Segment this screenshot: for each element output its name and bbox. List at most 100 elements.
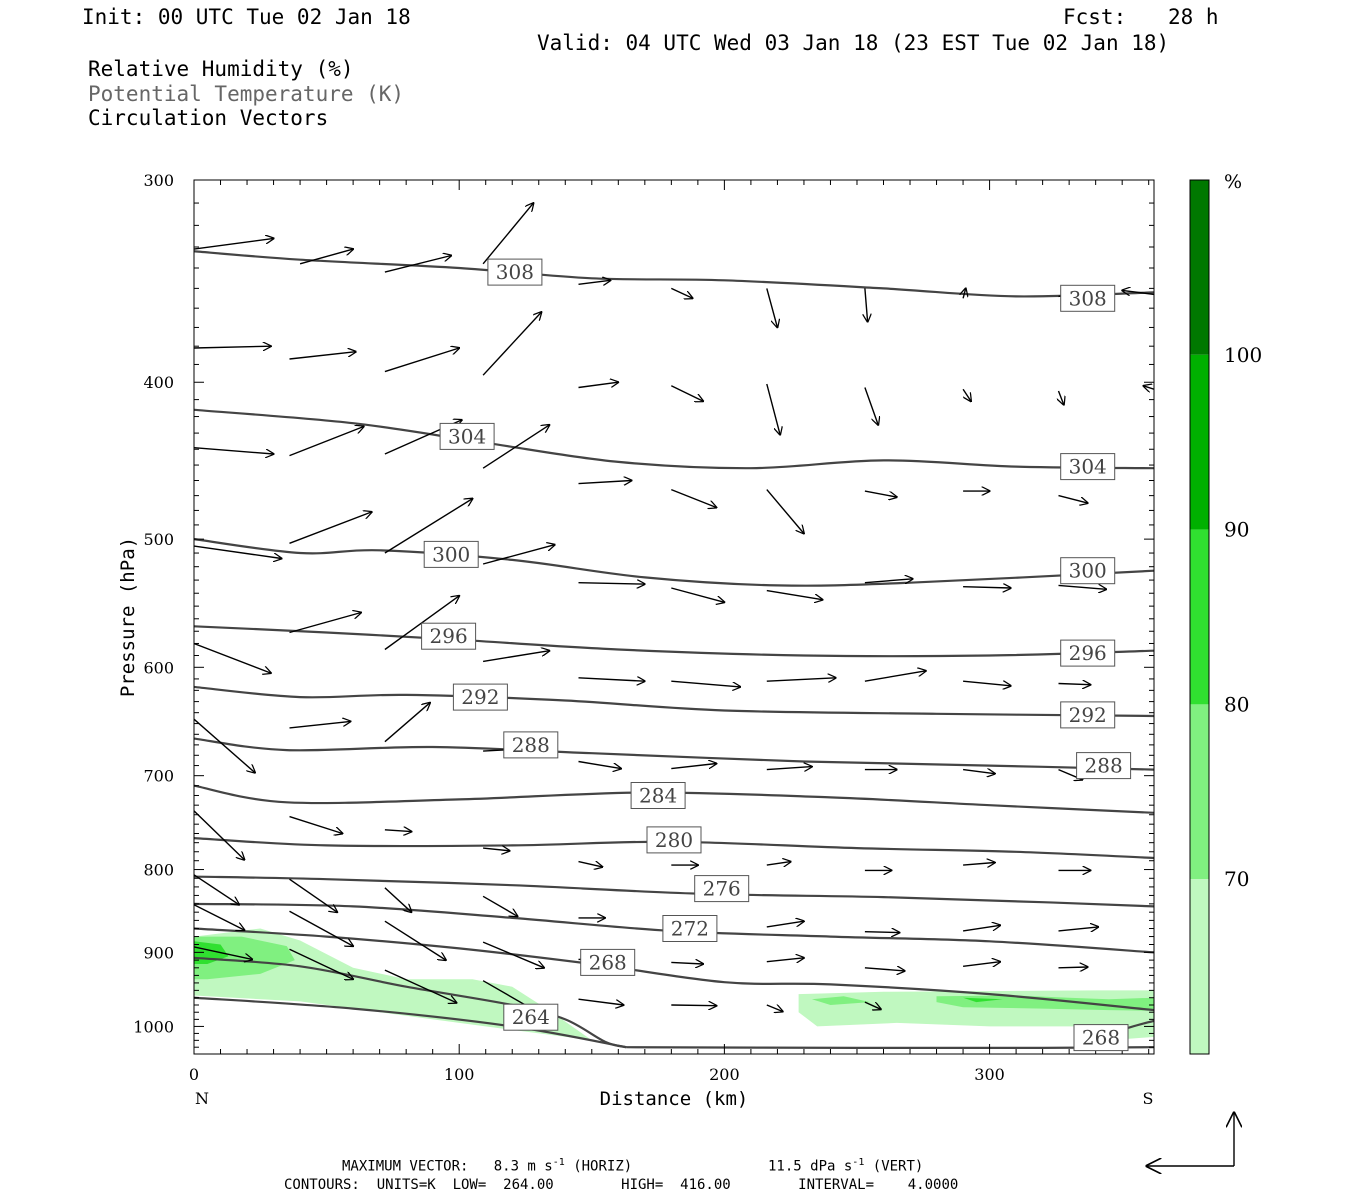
y-tick-label-500: 500 (143, 530, 174, 549)
svg-text:304: 304 (1069, 455, 1107, 479)
vector-22 (194, 447, 274, 454)
x-tick-label-100: 100 (444, 1065, 475, 1084)
vector-1 (299, 249, 353, 265)
x-tick-label-200: 200 (709, 1065, 740, 1084)
contour-label-288-0: 288 (503, 731, 559, 759)
y-axis-label: Pressure (hPa) (117, 537, 139, 697)
vector-3 (482, 203, 533, 265)
vector-73 (289, 878, 338, 912)
vector-96 (578, 998, 624, 1005)
svg-text:300: 300 (1069, 559, 1107, 583)
valid-time: Valid: 04 UTC Wed 03 Jan 18 (23 EST Tue … (537, 31, 1170, 55)
vector-10 (1122, 290, 1154, 294)
x-end-left: N (195, 1089, 209, 1108)
contour-label-296-0: 296 (421, 622, 477, 650)
vector-42 (194, 642, 271, 674)
theta-contour-304 (194, 408, 1154, 470)
y-tick-label-1000: 1000 (133, 1017, 174, 1036)
contour-label-304-1: 304 (1060, 453, 1116, 481)
colorbar-frame (1189, 179, 1210, 1055)
vector-20 (1059, 390, 1064, 405)
svg-text:280: 280 (655, 828, 693, 852)
vector-40 (963, 587, 1011, 588)
x-tick-label-0: 0 (189, 1065, 199, 1084)
rh-region-4 (811, 996, 871, 1005)
footer-contours: CONTOURS: UNITS=K LOW= 264.00 HIGH= 416.… (284, 1177, 959, 1193)
vector-41 (1058, 585, 1107, 589)
theta-contour-288 (194, 737, 1154, 771)
colorbar-unit: % (1224, 171, 1242, 193)
vector-80 (962, 925, 1000, 932)
svg-text:304: 304 (448, 424, 486, 448)
vector-94 (384, 969, 457, 1003)
colorbar-level-70: 70 (1224, 867, 1249, 891)
vector-83 (289, 910, 354, 946)
vector-11 (194, 346, 271, 348)
svg-text:296: 296 (1069, 641, 1107, 665)
colorbar-swatch-2 (1190, 529, 1209, 705)
y-tick-label-600: 600 (143, 658, 174, 677)
svg-text:268: 268 (1082, 1026, 1120, 1050)
x-axis-label: Distance (km) (600, 1088, 749, 1110)
vector-16 (670, 385, 703, 402)
contour-label-308-0: 308 (487, 258, 543, 286)
vector-88 (766, 958, 804, 962)
footer-max-vector: MAXIMUM VECTOR: 8.3 m s-1 (HORIZ) (342, 1157, 633, 1175)
theta-contour-300 (194, 538, 1154, 587)
vector-5 (671, 287, 692, 298)
colorbar: 100 90 80 70 (1189, 179, 1262, 1055)
contour-label-304-0: 304 (439, 422, 495, 450)
x-end-right: S (1143, 1089, 1154, 1108)
vector-82 (194, 904, 244, 930)
vector-36 (578, 583, 645, 584)
colorbar-swatch-3 (1190, 704, 1209, 880)
vector-25 (482, 425, 549, 469)
vector-60 (963, 770, 995, 774)
svg-text:288: 288 (512, 733, 550, 757)
vector-17 (766, 383, 780, 435)
contour-label-264-0: 264 (503, 1003, 559, 1031)
rh-region-6 (963, 997, 1003, 1003)
vector-2 (384, 256, 451, 273)
vector-99 (864, 1001, 881, 1009)
vector-47 (671, 680, 740, 687)
vector-27 (671, 488, 716, 508)
contour-labels: 308 308 304 304 300 300 296 296 292 292 288 288 284 2… (421, 258, 1132, 1052)
svg-text:288: 288 (1085, 754, 1123, 778)
svg-text:268: 268 (589, 950, 627, 974)
contour-label-268-right: 268 (1073, 1024, 1129, 1052)
vector-15 (578, 382, 619, 389)
vector-18 (864, 387, 878, 425)
contour-label-300-1: 300 (1060, 557, 1116, 585)
vector-43 (289, 613, 362, 634)
theta-contour-lower (194, 996, 627, 1049)
svg-text:284: 284 (639, 784, 677, 808)
vector-84 (384, 920, 446, 960)
svg-text:292: 292 (1069, 703, 1107, 727)
vector-54 (384, 703, 430, 743)
forecast-label: Fcst: (1063, 5, 1127, 29)
vector-13 (384, 348, 459, 373)
vector-7 (865, 288, 868, 321)
vector-23 (289, 427, 364, 457)
vector-39 (864, 579, 913, 583)
vector-32 (194, 545, 282, 558)
theta-contour-268 (194, 927, 1154, 1012)
vector-74 (384, 887, 412, 912)
contour-label-272-0: 272 (662, 915, 718, 942)
contour-label-276-0: 276 (694, 875, 750, 903)
vector-65 (483, 848, 510, 851)
y-tick-label-700: 700 (143, 767, 174, 786)
vector-92 (194, 946, 252, 960)
vector-45 (482, 651, 549, 663)
vector-62 (194, 810, 244, 860)
vector-66 (578, 862, 603, 867)
vector-44 (384, 596, 459, 651)
vector-33 (289, 512, 372, 544)
contour-label-308-1: 308 (1060, 284, 1116, 312)
svg-text:296: 296 (430, 624, 468, 648)
contour-label-288-1: 288 (1076, 752, 1132, 780)
footer-max-vector-vert: 11.5 dPa s-1 (VERT) (768, 1157, 924, 1175)
vector-81 (1058, 927, 1099, 931)
theta-contour-264 (194, 956, 627, 1049)
